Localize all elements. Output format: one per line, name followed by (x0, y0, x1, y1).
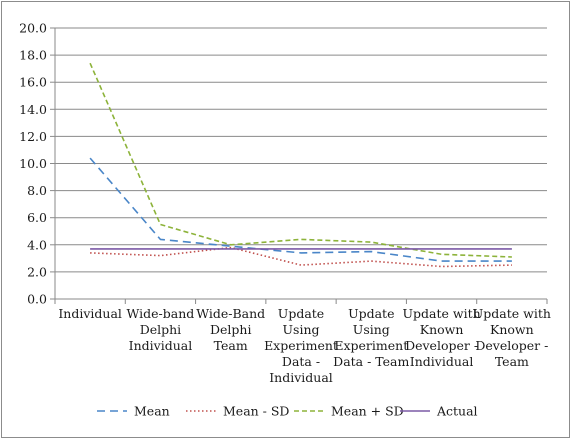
line-chart: 0.02.04.06.08.010.012.014.016.018.020.0 … (19, 21, 551, 419)
series-line-mean (89, 157, 512, 262)
y-tick-label: 8.0 (27, 183, 47, 198)
y-tick-label: 20.0 (19, 21, 47, 36)
series-lines (89, 62, 512, 268)
series-line-mean-sd (90, 246, 512, 268)
x-tick-label: Wide-Band Delphi Team (196, 306, 265, 353)
y-tick-label: 0.0 (27, 292, 47, 307)
y-tick-label: 18.0 (19, 48, 47, 63)
x-tick-label: Wide-band Delphi Individual (127, 306, 195, 353)
series-line-mean-sd (89, 62, 512, 258)
x-tick-label: Update with Known Developer -Individual (402, 306, 480, 369)
y-tick-label: 12.0 (19, 129, 47, 144)
x-tick-label: Individual (58, 306, 122, 321)
y-tick-label: 2.0 (27, 264, 47, 279)
legend-label: Mean (134, 404, 170, 419)
y-tick-label: 14.0 (19, 102, 47, 117)
x-tick-label: Update Using Experiment Data - Team (333, 306, 409, 369)
legend: Mean Mean - SD Mean + SD Actual (97, 404, 478, 419)
x-tick-labels: Individual Wide-band Delphi IndividualWide-… (58, 306, 551, 385)
legend-label: Mean + SD (331, 404, 404, 419)
legend-label: Mean - SD (223, 404, 289, 419)
legend-label: Actual (436, 404, 478, 419)
y-tick-label: 16.0 (19, 75, 47, 90)
x-tick-label: Update with Known Developer -Team (473, 306, 551, 369)
y-tick-label: 6.0 (27, 210, 47, 225)
y-tick-label: 10.0 (19, 156, 47, 171)
y-tick-label: 4.0 (27, 237, 47, 252)
y-tick-labels: 0.0 2.0 4.0 6.0 8.0 10.0 12.0 14.0 16.0 18.0 20.0 (19, 21, 47, 307)
axes (50, 27, 548, 304)
x-tick-label: Update Using Experiment Data -Individual (264, 306, 338, 385)
gridlines (55, 27, 547, 273)
